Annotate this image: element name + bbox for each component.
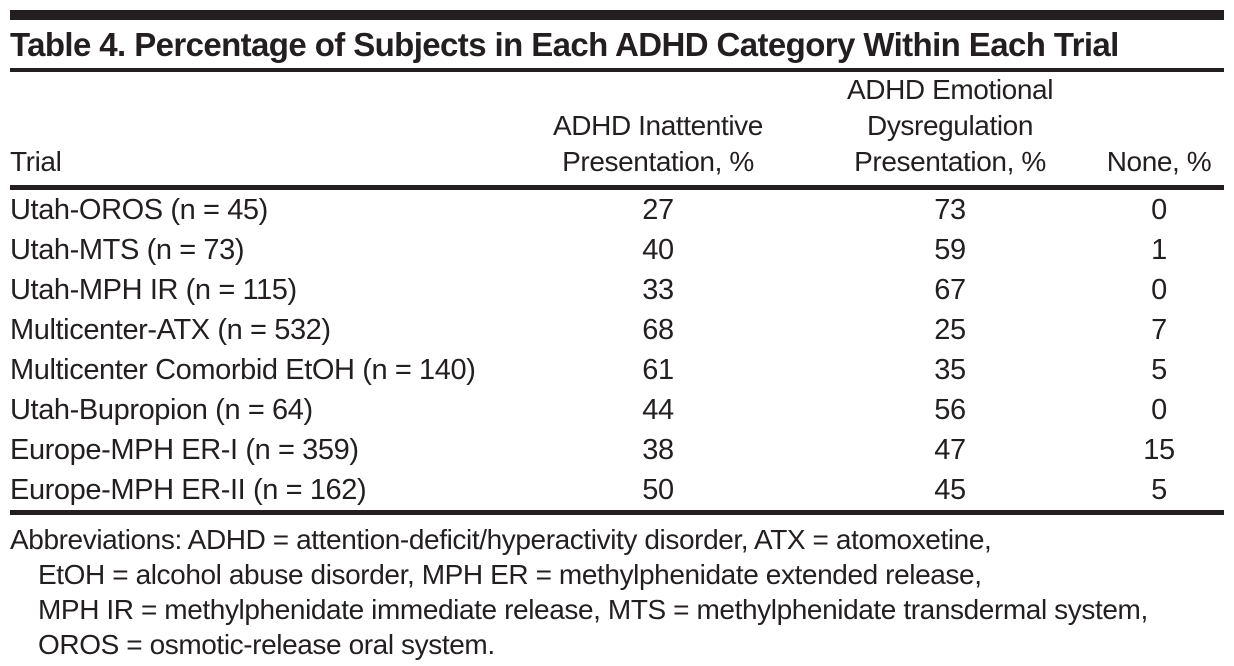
table-header-row: Trial ADHD Inattentive Presentation, % A… (10, 72, 1224, 185)
table-row: Multicenter Comorbid EtOH (n = 140) 61 3… (10, 350, 1224, 390)
inattentive-value: 68 (642, 314, 674, 346)
column-header-trial: Trial (10, 146, 62, 177)
inattentive-value: 50 (642, 474, 674, 506)
trial-name: Multicenter-ATX (n = 532) (10, 314, 331, 346)
dysregulation-value: 47 (934, 434, 966, 466)
table-row: Utah-Bupropion (n = 64) 44 56 0 (10, 390, 1224, 430)
inattentive-value: 61 (642, 354, 674, 386)
column-header-none: None, % (1106, 146, 1212, 177)
trial-name: Utah-Bupropion (n = 64) (10, 394, 313, 426)
table-title: Table 4. Percentage of Subjects in Each … (10, 26, 1119, 63)
table-body: Utah-OROS (n = 45) 27 73 0 Utah-MTS (n =… (10, 190, 1224, 510)
dysregulation-value: 45 (934, 474, 966, 506)
none-value: 0 (1151, 274, 1167, 306)
dysregulation-value: 73 (934, 194, 966, 226)
footnote-line: Abbreviations: ADHD = attention-deficit/… (10, 524, 992, 555)
trial-name: Europe-MPH ER-II (n = 162) (10, 474, 367, 506)
none-value: 5 (1151, 474, 1167, 506)
footnote-line: OROS = osmotic-release oral system. (38, 629, 495, 660)
dysregulation-value: 35 (934, 354, 966, 386)
none-value: 15 (1143, 434, 1175, 466)
footnote-line: EtOH = alcohol abuse disorder, MPH ER = … (38, 559, 982, 590)
dysregulation-value: 67 (934, 274, 966, 306)
table-4-container: Table 4. Percentage of Subjects in Each … (10, 10, 1224, 666)
table-row: Europe-MPH ER-II (n = 162) 50 45 5 (10, 470, 1224, 510)
table-row: Utah-OROS (n = 45) 27 73 0 (10, 190, 1224, 230)
dysregulation-value: 59 (934, 234, 966, 266)
table-top-rule (10, 10, 1224, 20)
table-row: Utah-MPH IR (n = 115) 33 67 0 (10, 270, 1224, 310)
inattentive-value: 40 (642, 234, 674, 266)
footnote-line: MPH IR = methylphenidate immediate relea… (38, 594, 1148, 625)
table-row: Multicenter-ATX (n = 532) 68 25 7 (10, 310, 1224, 350)
body-bottom-rule (10, 510, 1224, 515)
none-value: 0 (1151, 194, 1167, 226)
inattentive-value: 27 (642, 194, 674, 226)
inattentive-value: 44 (642, 394, 674, 426)
trial-name: Multicenter Comorbid EtOH (n = 140) (10, 354, 476, 386)
trial-name: Europe-MPH ER-I (n = 359) (10, 434, 359, 466)
trial-name: Utah-MPH IR (n = 115) (10, 274, 297, 306)
title-underline (10, 68, 1224, 72)
header-underline (10, 185, 1224, 190)
column-header-dysregulation: ADHD Emotional Dysregulation Presentatio… (846, 74, 1054, 177)
abbreviations-footnote: Abbreviations: ADHD = attention-deficit/… (10, 515, 1224, 666)
trial-name: Utah-OROS (n = 45) (10, 194, 268, 226)
none-value: 1 (1151, 234, 1167, 266)
column-header-inattentive: ADHD Inattentive Presentation, % (553, 110, 763, 177)
none-value: 7 (1151, 314, 1167, 346)
inattentive-value: 33 (642, 274, 674, 306)
none-value: 5 (1151, 354, 1167, 386)
dysregulation-value: 25 (934, 314, 966, 346)
none-value: 0 (1151, 394, 1167, 426)
dysregulation-value: 56 (934, 394, 966, 426)
inattentive-value: 38 (642, 434, 674, 466)
table-row: Europe-MPH ER-I (n = 359) 38 47 15 (10, 430, 1224, 470)
table-row: Utah-MTS (n = 73) 40 59 1 (10, 230, 1224, 270)
trial-name: Utah-MTS (n = 73) (10, 234, 245, 266)
